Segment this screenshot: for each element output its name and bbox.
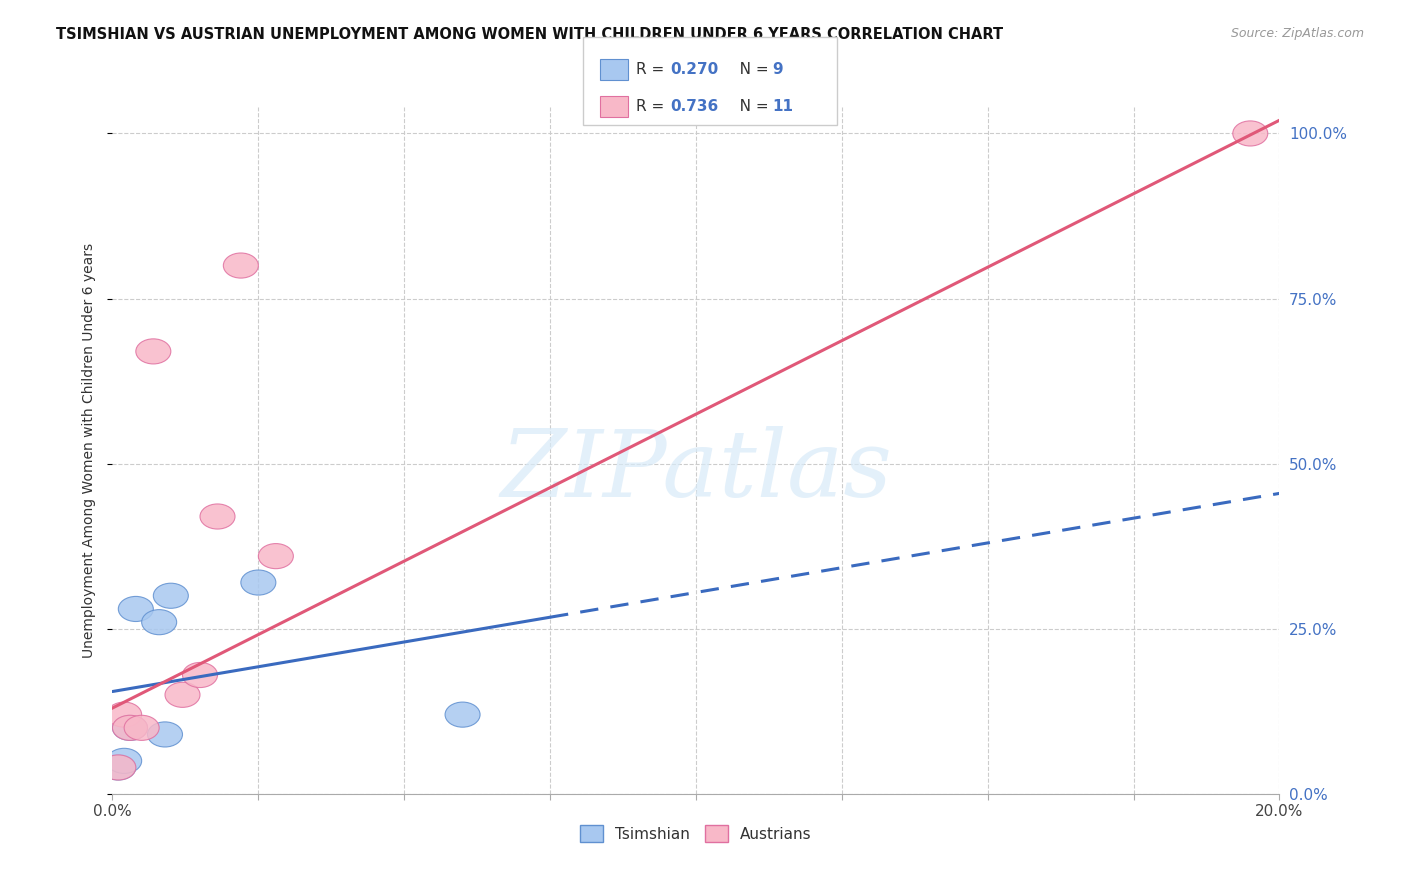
Text: R =: R =: [636, 62, 669, 77]
Ellipse shape: [107, 702, 142, 727]
Ellipse shape: [136, 339, 172, 364]
Ellipse shape: [142, 609, 177, 635]
Ellipse shape: [224, 253, 259, 278]
Ellipse shape: [240, 570, 276, 595]
Text: N =: N =: [725, 99, 773, 114]
Ellipse shape: [165, 682, 200, 707]
Text: Source: ZipAtlas.com: Source: ZipAtlas.com: [1230, 27, 1364, 40]
Text: 0.736: 0.736: [671, 99, 718, 114]
Text: 9: 9: [772, 62, 783, 77]
Ellipse shape: [112, 715, 148, 740]
Text: ZIPatlas: ZIPatlas: [501, 426, 891, 516]
Ellipse shape: [200, 504, 235, 529]
Ellipse shape: [118, 597, 153, 622]
Ellipse shape: [1233, 121, 1268, 146]
Ellipse shape: [183, 663, 218, 688]
Text: 11: 11: [772, 99, 793, 114]
Ellipse shape: [148, 722, 183, 747]
Ellipse shape: [112, 715, 148, 740]
Ellipse shape: [101, 755, 136, 780]
Legend: Tsimshian, Austrians: Tsimshian, Austrians: [574, 819, 818, 848]
Ellipse shape: [124, 715, 159, 740]
Text: TSIMSHIAN VS AUSTRIAN UNEMPLOYMENT AMONG WOMEN WITH CHILDREN UNDER 6 YEARS CORRE: TSIMSHIAN VS AUSTRIAN UNEMPLOYMENT AMONG…: [56, 27, 1004, 42]
Text: 0.270: 0.270: [671, 62, 718, 77]
Text: R =: R =: [636, 99, 669, 114]
Text: N =: N =: [725, 62, 773, 77]
Ellipse shape: [446, 702, 479, 727]
Ellipse shape: [153, 583, 188, 608]
Ellipse shape: [101, 755, 136, 780]
Y-axis label: Unemployment Among Women with Children Under 6 years: Unemployment Among Women with Children U…: [82, 243, 96, 658]
Ellipse shape: [259, 543, 294, 569]
Ellipse shape: [107, 748, 142, 773]
